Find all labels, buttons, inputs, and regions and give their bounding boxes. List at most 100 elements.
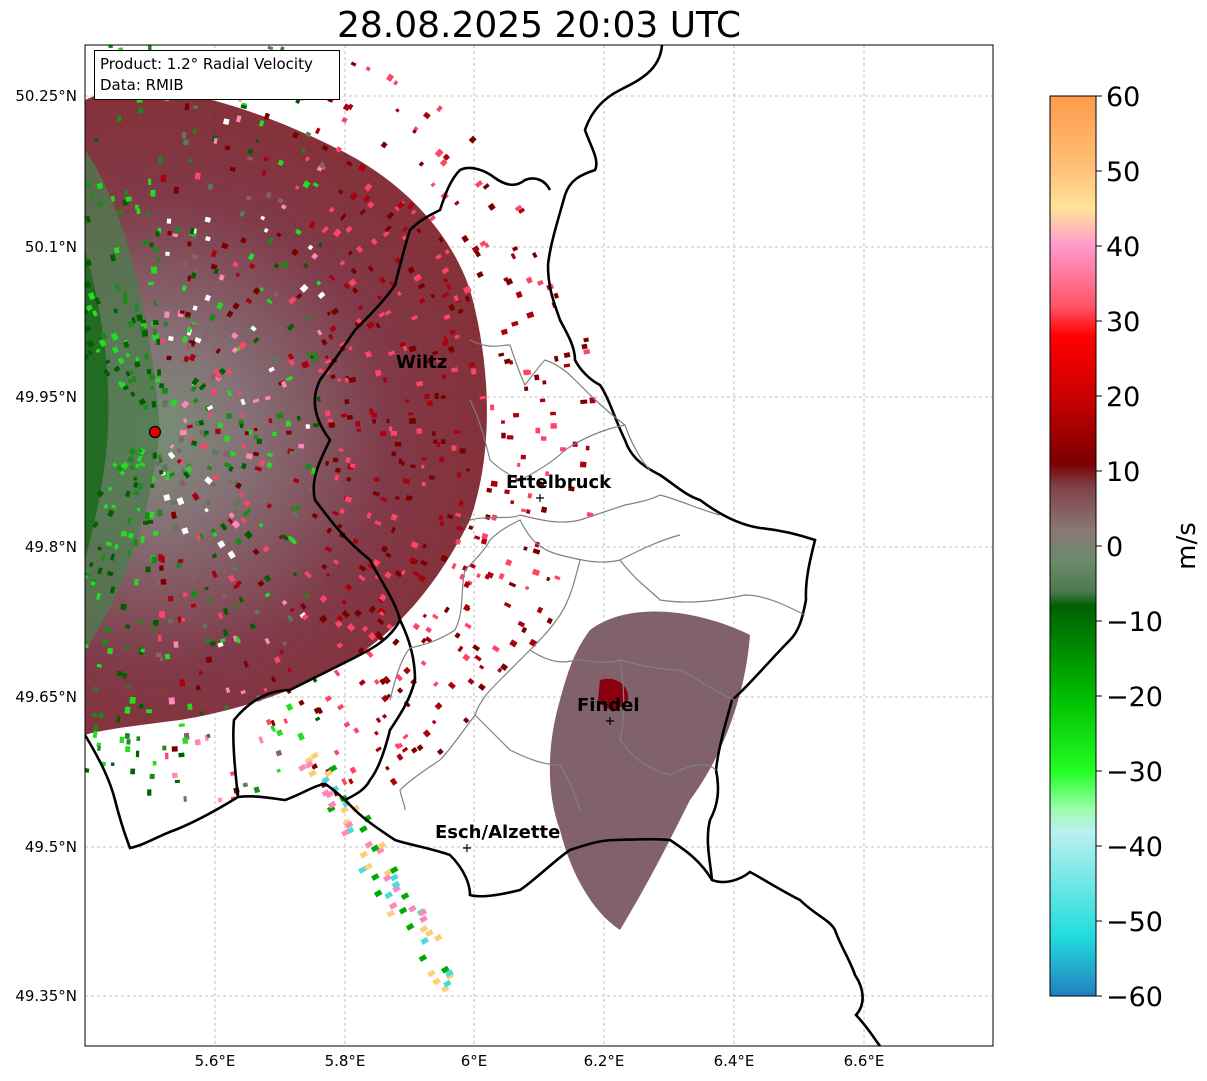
radar-pixel (396, 687, 404, 694)
radar-pixel (93, 686, 99, 692)
radar-pixel (215, 373, 222, 380)
radar-pixel (466, 468, 470, 472)
radar-pixel (540, 506, 548, 514)
radar-pixel (373, 730, 379, 736)
radar-pixel (191, 492, 200, 501)
radar-pixel (115, 464, 124, 473)
radar-pixel (379, 678, 386, 686)
radar-pixel (508, 581, 517, 588)
radar-pixel (179, 429, 187, 436)
radar-pixel (497, 667, 503, 673)
radar-pixel (223, 462, 232, 469)
radar-pixel (469, 563, 476, 569)
radar-pixel (206, 465, 213, 471)
radar-pixel (221, 769, 229, 776)
radar-pixel (337, 189, 344, 195)
radar-pixel (439, 158, 448, 167)
radar-pixel (474, 535, 481, 541)
radar-pixel (382, 230, 390, 238)
radar-pixel (190, 440, 198, 447)
radar-pixel (195, 685, 201, 691)
radar-pixel (276, 412, 284, 419)
radar-pixel (232, 302, 240, 310)
radar-pixel (364, 183, 373, 192)
radar-pixel (324, 355, 329, 360)
radar-pixel (217, 612, 224, 620)
radar-pixel (286, 323, 295, 331)
radar-pixel (424, 393, 430, 400)
radar-pixel (347, 250, 353, 256)
radar-pixel (521, 626, 528, 634)
radar-pixel (231, 564, 239, 572)
radar-pixel (249, 622, 257, 630)
radar-pixel (184, 103, 190, 111)
radar-pixel (131, 375, 137, 383)
radar-pixel (376, 294, 382, 301)
radar-pixel (210, 528, 216, 534)
radar-pixel (137, 448, 143, 453)
radar-pixel (461, 234, 469, 243)
radar-pixel (155, 378, 161, 383)
radar-pixel (232, 583, 240, 590)
radar-pixel (119, 381, 127, 389)
city-ettelbruck: Ettelbruck (506, 472, 612, 502)
radar-pixel (518, 207, 526, 214)
radar-pixel (402, 226, 409, 232)
radar-pixel (334, 474, 340, 481)
radar-pixel (378, 593, 387, 602)
radar-pixel (163, 494, 171, 502)
radar-pixel (410, 209, 417, 216)
radar-pixel (86, 349, 93, 356)
radar-pixel (193, 128, 197, 134)
radar-pixel (181, 285, 187, 292)
radar-pixel (546, 617, 553, 625)
city-findel: Findel (577, 695, 640, 725)
radar-pixel (235, 272, 241, 278)
radar-pixel (438, 236, 444, 243)
radar-pixel (223, 118, 230, 126)
district-borders (389, 339, 806, 811)
radar-pixel (472, 644, 481, 652)
radar-pixel (371, 873, 380, 881)
radar-pixel (462, 717, 470, 724)
radar-pixel (194, 336, 202, 344)
city-marker-esch-alzette (463, 844, 471, 852)
radar-pixel (341, 599, 347, 605)
radar-pixel (445, 969, 454, 978)
radar-pixel (385, 552, 392, 559)
radar-pixel (150, 483, 155, 488)
radar-pixel (546, 576, 551, 582)
radar-pixel (317, 291, 326, 299)
radar-pixel (351, 804, 360, 813)
radar-pixel (206, 405, 214, 411)
radar-pixel (104, 359, 111, 365)
radar-pixel (291, 248, 299, 257)
radar-pixel (307, 244, 314, 251)
radar-pixel (248, 263, 256, 270)
radar-pixel (170, 500, 178, 506)
radar-pixel (270, 676, 277, 683)
radar-pixel (270, 719, 276, 727)
radar-pixel (506, 435, 514, 440)
radar-pixel (135, 463, 140, 469)
radar-pixel (168, 697, 175, 705)
radar-pixel (351, 287, 359, 294)
radar-pixel (407, 202, 415, 210)
radar-pixel (152, 761, 157, 766)
radar-pixel (563, 363, 571, 368)
radar-pixel (436, 748, 444, 756)
radar-pixel (392, 884, 401, 893)
radar-pixel (367, 265, 374, 273)
radar-pixel (129, 391, 136, 398)
radar-pixel (167, 595, 174, 602)
radar-pixel (177, 616, 182, 623)
radar-pixel (160, 555, 166, 563)
radar-pixel (441, 965, 450, 974)
radar-pixel (455, 512, 462, 518)
radar-echo-inbound-dark (85, 250, 109, 560)
radar-pixel (155, 461, 161, 466)
radar-pixel (90, 192, 95, 198)
radar-pixel (420, 936, 429, 945)
radar-pixel (179, 310, 185, 315)
radar-pixel (451, 562, 457, 570)
